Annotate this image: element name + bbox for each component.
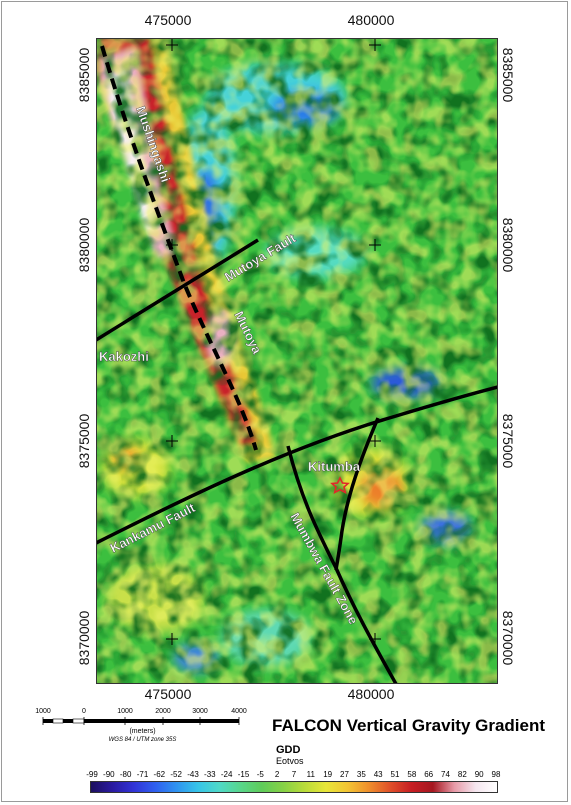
scale-number: 4000 [231,708,247,715]
legend-label: 98 [491,770,501,779]
gravity-gradient-map[interactable]: Mushingashi Mutoya Fault Mutoya Kakozhi … [96,38,498,684]
scale-bar: 1000 0 1000 2000 3000 4000 (meters) WGS … [30,708,255,758]
scale-bar-graphic [42,717,240,725]
legend-label: 66 [424,770,434,779]
y-tick-right-8375000: 8375000 [500,413,516,469]
scale-crs: WGS 84 / UTM zone 35S [108,737,177,743]
map-border [96,38,498,684]
y-tick-right-8385000: 8385000 [500,47,516,103]
legend-label: 51 [390,770,400,779]
x-tick-bottom-475000: 475000 [144,686,192,702]
legend-label: -43 [187,770,199,779]
legend-label: -71 [136,770,149,779]
x-tick-top-475000: 475000 [144,12,192,28]
scale-units: (meters) [129,728,156,735]
scale-number: 2000 [155,708,171,715]
legend-label: 58 [407,770,417,779]
scale-segment [84,719,239,723]
x-tick-top-480000: 480000 [347,12,395,28]
mumbwa-fault-zone-east [334,417,380,571]
scale-segment [52,718,64,724]
mushingashi-axis-dashed-line [100,45,258,451]
legend-label: 90 [474,770,484,779]
scale-number: 1000 [35,708,51,715]
label-kitumba: Kitumba [308,459,361,474]
legend-label: -90 [103,770,115,779]
scale-number: 3000 [192,708,208,715]
legend-title: GDD [276,744,301,756]
scale-number: 0 [82,708,86,715]
scale-segment [43,719,53,723]
legend-label: 27 [340,770,349,779]
legend-label: -33 [204,770,216,779]
texture-light-yellow [96,38,498,684]
legend-label: -80 [119,770,132,779]
legend-label: -99 [86,770,98,779]
x-tick-bottom-480000: 480000 [347,686,395,702]
y-tick-right-8370000: 8370000 [500,610,516,666]
y-tick-right-8380000: 8380000 [500,217,516,273]
y-tick-left-8375000: 8375000 [76,413,92,469]
legend-label: -5 [256,770,264,779]
legend-label: 19 [323,770,333,779]
scale-segment [63,719,73,723]
y-tick-left-8385000: 8385000 [76,47,92,103]
y-tick-left-8380000: 8380000 [76,217,92,273]
label-kakozhi: Kakozhi [99,349,149,364]
legend-label: 74 [441,770,450,779]
legend-label: 2 [274,770,280,779]
kitumba-star-marker[interactable] [330,476,350,495]
scale-number: 1000 [117,708,133,715]
mutoya-fault-line [96,238,259,342]
legend-label: -52 [170,770,182,779]
legend-label: 43 [373,770,383,779]
y-tick-left-8370000: 8370000 [76,610,92,666]
legend-label: 35 [356,770,366,779]
legend-unit: Eotvos [276,756,304,766]
legend-label: -15 [237,770,250,779]
kankamu-fault-line [96,385,498,545]
color-scale-bar [90,781,498,793]
legend-label: -62 [153,770,166,779]
legend-label: 7 [291,770,297,779]
legend-label: 11 [306,770,315,779]
legend-label: -24 [220,770,233,779]
legend-label: 82 [457,770,467,779]
map-title: FALCON Vertical Gravity Gradient [272,716,546,735]
scale-segment [72,718,85,724]
